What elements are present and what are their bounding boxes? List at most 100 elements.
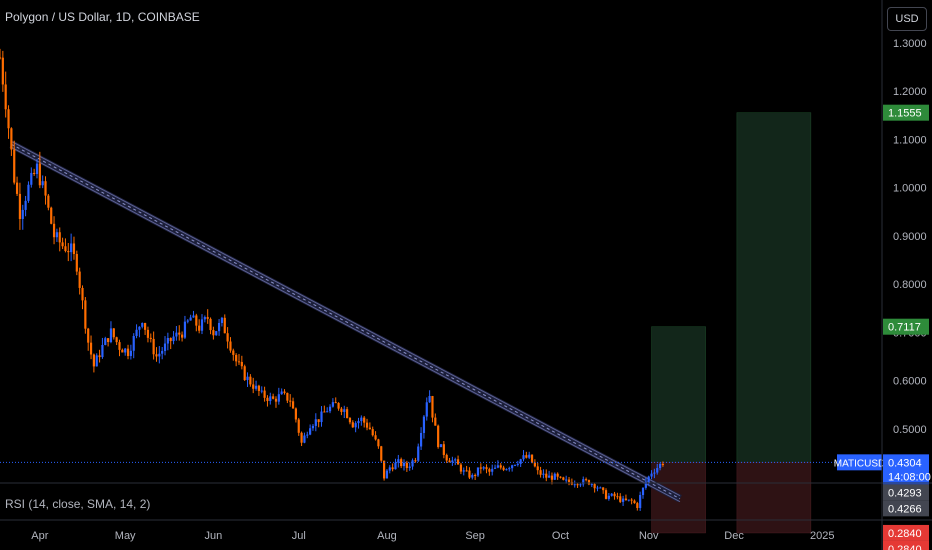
candle-body <box>294 408 297 420</box>
candle-body <box>226 333 229 342</box>
candle-body <box>448 460 451 463</box>
candle-body <box>252 384 255 389</box>
candle-body <box>619 496 622 502</box>
candle-body <box>175 332 178 337</box>
candle-body <box>357 421 360 424</box>
candle-body <box>536 466 539 471</box>
candle-body <box>314 419 317 426</box>
candle-body <box>661 463 665 465</box>
candle-body <box>621 498 625 502</box>
x-tick-label: Nov <box>639 530 659 542</box>
chart-title: Polygon / US Dollar, 1D, COINBASE <box>5 10 200 24</box>
candle-body <box>348 417 352 423</box>
candle-body <box>391 467 394 470</box>
candle-body <box>513 464 517 466</box>
candle-body <box>52 223 56 238</box>
candle-body <box>75 254 78 272</box>
y-tick-label: 0.6000 <box>893 376 927 388</box>
candle-body <box>604 490 608 499</box>
candle-body <box>300 432 303 443</box>
trendline-center <box>11 143 681 500</box>
candle-body <box>249 376 252 385</box>
candle-body <box>374 435 377 440</box>
time-axis[interactable]: Apr May Jun Jul Aug Sep Oct Nov Dec 2025 <box>31 530 834 542</box>
candle-body <box>613 493 616 497</box>
candle-body <box>280 391 283 395</box>
candle-body <box>456 459 460 465</box>
candle-body <box>425 402 428 417</box>
candle-body <box>653 472 656 474</box>
candle-body <box>385 470 389 479</box>
candle-body <box>263 390 266 398</box>
y-tick-label: 1.0000 <box>893 183 927 195</box>
symbol-tag <box>837 454 882 471</box>
candle-body <box>545 473 548 478</box>
candle-body <box>451 460 454 463</box>
candle-body <box>491 468 494 472</box>
candle-body <box>4 84 7 110</box>
rsi-indicator-label[interactable]: RSI (14, close, SMA, 14, 2) <box>5 497 151 511</box>
candle-body <box>562 477 565 480</box>
currency-button[interactable]: USD <box>887 7 927 31</box>
profit-zone-1 <box>651 326 706 463</box>
candle-body <box>459 464 463 472</box>
candle-body <box>482 467 485 469</box>
candle-body <box>422 416 426 433</box>
candle-body <box>237 361 241 363</box>
candle-body <box>15 182 19 194</box>
x-tick-label: Jul <box>292 530 306 542</box>
price-axis[interactable]: 1.30001.20001.10001.00000.90000.80000.70… <box>893 38 927 436</box>
candle-body <box>89 342 93 355</box>
candle-body <box>508 468 511 470</box>
candle-body <box>565 479 568 481</box>
candle-body <box>286 392 289 401</box>
candle-body <box>144 323 147 330</box>
candle-body <box>7 109 10 129</box>
candle-body <box>434 417 437 426</box>
candle-body <box>13 149 16 183</box>
candle-body <box>442 444 445 455</box>
price-tag <box>883 484 929 501</box>
candle-body <box>411 460 414 467</box>
candle-body <box>525 455 528 458</box>
x-tick-label: Sep <box>465 530 485 542</box>
x-tick-label: Apr <box>31 530 48 542</box>
candlestick-series <box>0 48 665 511</box>
candle-body <box>528 454 531 458</box>
candle-body <box>41 181 44 186</box>
candle-body <box>610 493 613 496</box>
candle-body <box>257 385 261 391</box>
candle-body <box>24 200 27 210</box>
candle-body <box>599 487 602 489</box>
candle-body <box>129 350 132 356</box>
candle-body <box>658 463 662 469</box>
candle-body <box>582 479 585 485</box>
candle-body <box>78 271 81 288</box>
candle-body <box>183 321 187 338</box>
candle-body <box>488 469 491 472</box>
candle-body <box>95 355 98 367</box>
candle-body <box>132 335 135 351</box>
candle-body <box>550 475 554 480</box>
candle-body <box>405 462 408 468</box>
position-zones <box>651 112 812 534</box>
candle-body <box>471 474 474 478</box>
candle-body <box>382 460 386 479</box>
candle-body <box>189 317 192 321</box>
candle-body <box>474 474 477 476</box>
candle-body <box>380 446 383 461</box>
price-tag <box>883 540 929 550</box>
candle-body <box>351 422 354 428</box>
candle-body <box>220 317 224 323</box>
candle-body <box>291 401 295 409</box>
candle-body <box>169 337 172 342</box>
price-tag-value: 0.7117 <box>888 322 921 334</box>
candle-body <box>439 444 443 448</box>
candle-body <box>602 487 605 491</box>
trendline-channel[interactable] <box>9 140 682 503</box>
candle-body <box>87 328 90 343</box>
candle-body <box>303 435 306 443</box>
candle-body <box>44 181 47 196</box>
candle-body <box>377 439 380 447</box>
